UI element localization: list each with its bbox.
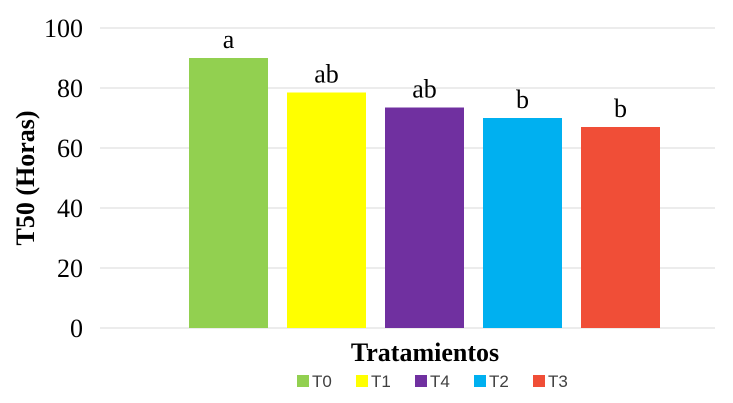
legend-label-t1: T1 [371, 372, 391, 391]
bar-t4 [385, 107, 464, 328]
data-label-t3: b [614, 94, 627, 123]
data-label-t4: ab [412, 75, 437, 104]
y-tick-label: 40 [57, 194, 83, 223]
y-tick-label: 60 [57, 134, 83, 163]
legend-swatch-t2 [474, 375, 486, 387]
legend-swatch-t0 [297, 375, 309, 387]
legend-label-t3: T3 [548, 372, 568, 391]
y-axis-title: T50 (Horas) [11, 110, 40, 245]
legend-label-t2: T2 [489, 372, 509, 391]
y-tick-label: 0 [70, 314, 83, 343]
legend-label-t4: T4 [430, 372, 450, 391]
y-tick-label: 80 [57, 74, 83, 103]
y-tick-label: 100 [44, 14, 83, 43]
y-tick-labels: 0 20 40 60 80 100 [44, 14, 83, 343]
y-tick-label: 20 [57, 254, 83, 283]
bar-t0 [189, 58, 268, 328]
bar-t1 [287, 92, 366, 328]
legend-label-t0: T0 [312, 372, 332, 391]
bar-t3 [581, 127, 660, 328]
legend-swatch-t3 [533, 375, 545, 387]
x-axis-title: Tratamientos [351, 338, 499, 367]
legend: T0 T1 T4 T2 T3 [297, 372, 568, 391]
data-label-t0: a [223, 25, 235, 54]
legend-swatch-t4 [415, 375, 427, 387]
bars [189, 58, 660, 328]
data-label-t2: b [516, 85, 529, 114]
data-label-t1: ab [314, 60, 339, 89]
data-labels: a ab ab b b [223, 25, 627, 123]
bar-t2 [483, 118, 562, 328]
legend-swatch-t1 [356, 375, 368, 387]
